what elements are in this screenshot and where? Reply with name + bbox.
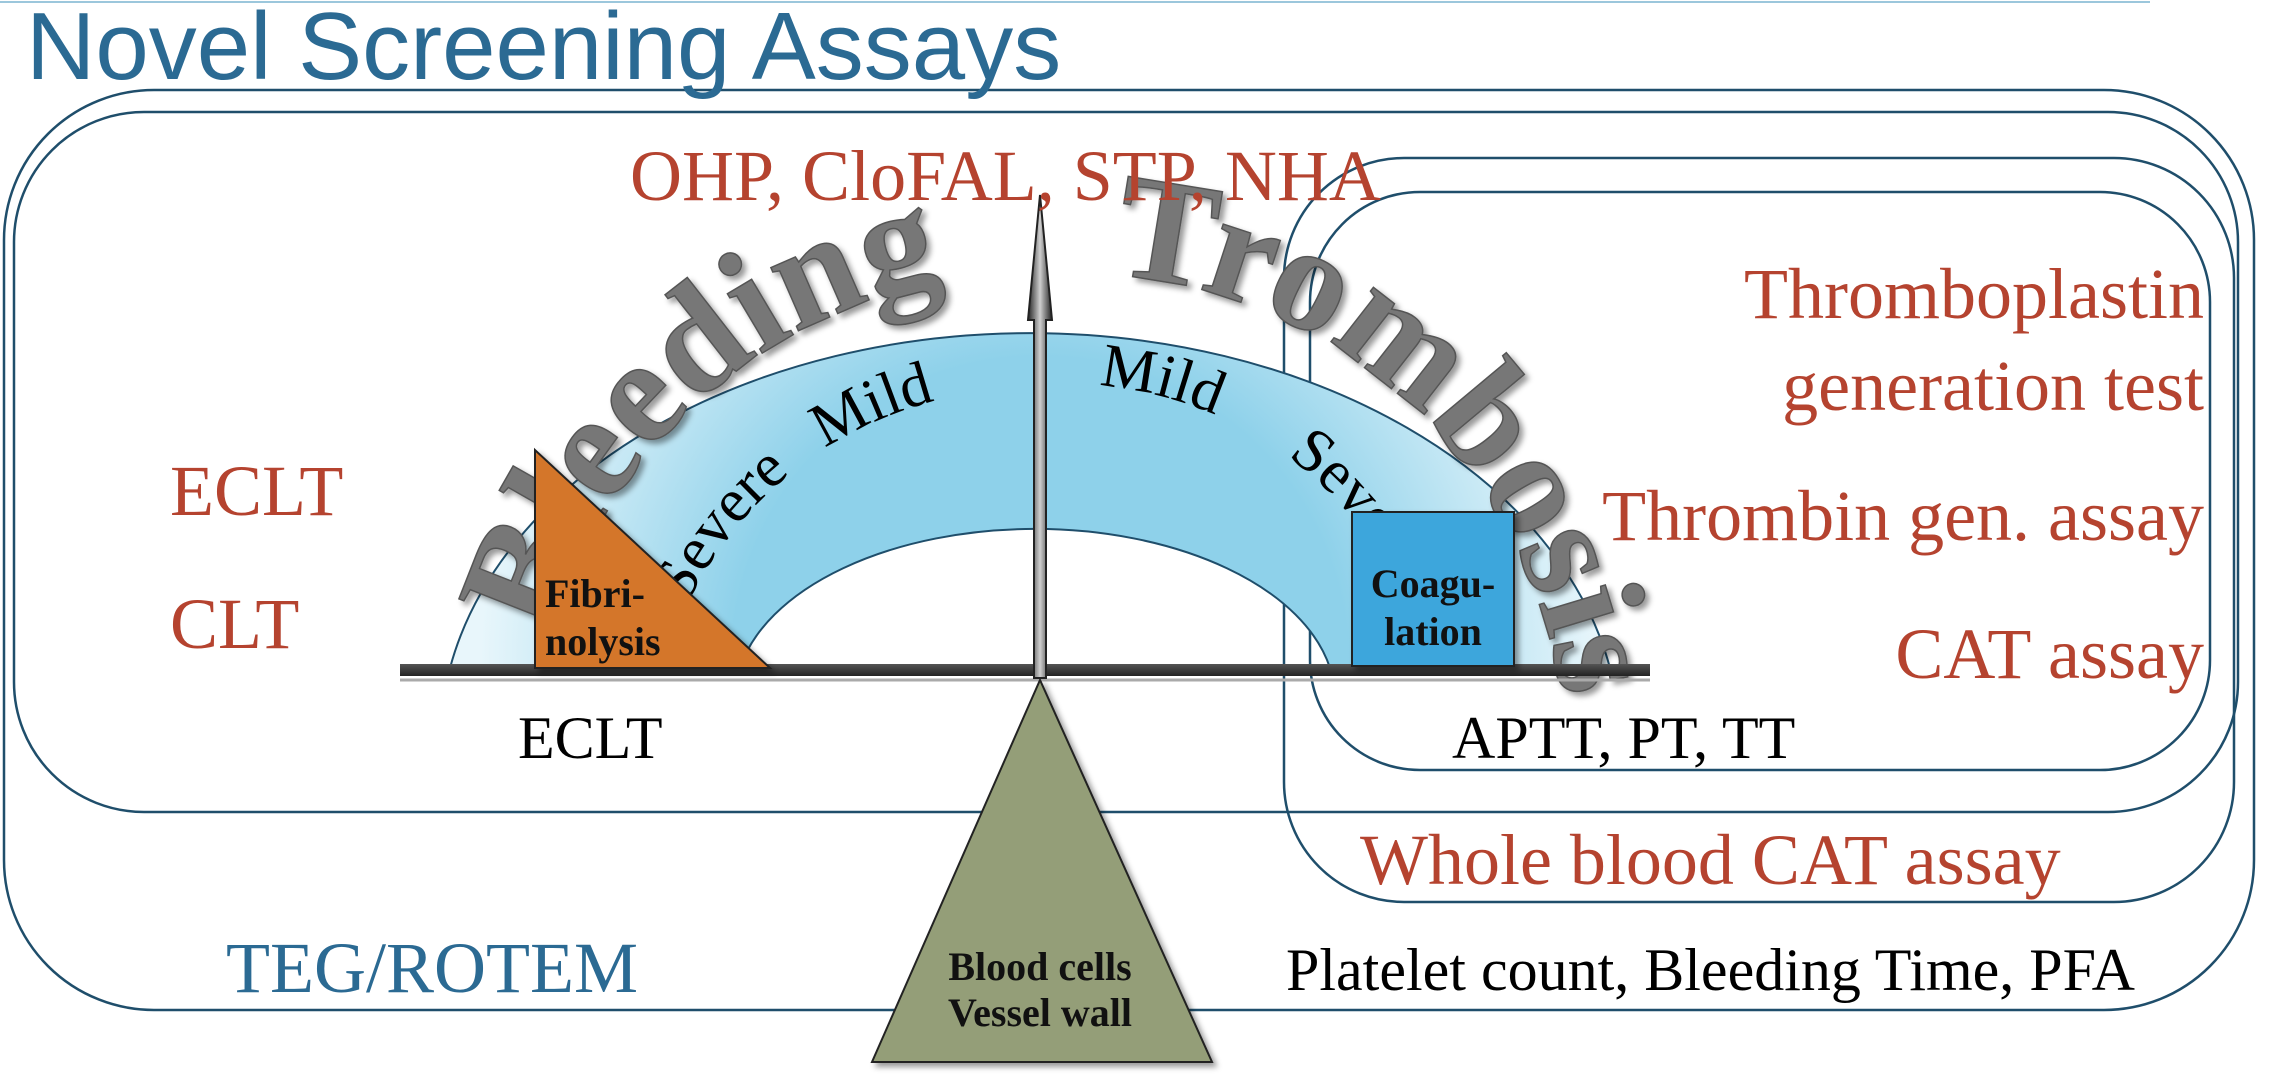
cat-assay-label: CAT assay — [1895, 614, 2204, 694]
fibrinolysis-line-1: Fibri- — [545, 571, 645, 616]
top-assays-label: OHP, CloFAL, STP, NHA — [630, 136, 1381, 216]
fulcrum-text: Blood cells Vessel wall — [920, 944, 1160, 1036]
aptt-label: APTT, PT, TT — [1452, 705, 1796, 771]
fibrinolysis-weight — [534, 447, 773, 669]
fibrinolysis-text: Fibri- nolysis — [545, 570, 735, 666]
platelet-label: Platelet count, Bleeding Time, PFA — [1286, 937, 2135, 1003]
coagulation-weight — [1351, 511, 1515, 667]
fulcrum-line-2: Vessel wall — [947, 990, 1133, 1035]
fibrinolysis-line-2: nolysis — [545, 619, 661, 664]
thrombin-gen-label: Thrombin gen. assay — [1602, 476, 2204, 556]
coagulation-line-2: lation — [1384, 609, 1482, 654]
clt-left-label: CLT — [170, 584, 300, 664]
boundary-eclt — [12, 110, 2240, 814]
eclt-bottom-label: ECLT — [518, 705, 663, 771]
thromboplastin-label-1: Thromboplastin — [1744, 254, 2204, 334]
fulcrum-line-1: Blood cells — [948, 944, 1132, 989]
coagulation-text: Coagu- lation — [1352, 560, 1514, 656]
severity-arc — [448, 332, 1612, 669]
page-title: Novel Screening Assays — [26, 0, 1062, 100]
thromboplastin-label-2: generation test — [1782, 346, 2204, 426]
coagulation-line-1: Coagu- — [1370, 561, 1496, 606]
eclt-left-label: ECLT — [170, 451, 344, 531]
teg-rotem-label: TEG/ROTEM — [226, 928, 638, 1008]
whole-blood-cat-label: Whole blood CAT assay — [1360, 820, 2061, 900]
fulcrum — [870, 677, 1214, 1063]
